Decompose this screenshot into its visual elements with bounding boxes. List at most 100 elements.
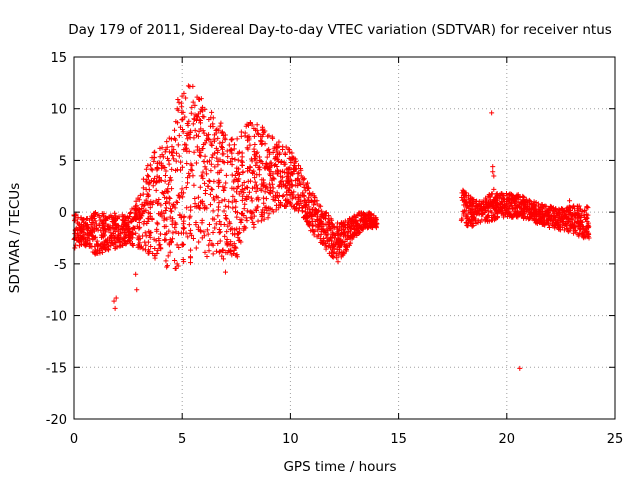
data-point: [461, 202, 467, 208]
data-point: [251, 125, 257, 131]
data-point: [349, 236, 355, 242]
data-point: [79, 221, 85, 227]
data-point: [161, 210, 167, 216]
data-point: [268, 160, 274, 166]
data-point: [315, 232, 321, 238]
data-point: [181, 225, 187, 231]
data-point: [164, 216, 170, 222]
data-point: [259, 177, 265, 183]
data-point: [580, 230, 586, 236]
data-point: [119, 212, 125, 218]
data-point: [195, 147, 201, 153]
data-point: [136, 220, 142, 226]
data-point: [143, 197, 149, 203]
data-point: [93, 249, 99, 255]
data-point: [180, 129, 186, 135]
data-point: [318, 203, 324, 209]
data-point: [567, 228, 573, 234]
data-point: [504, 210, 510, 216]
data-point: [261, 182, 267, 188]
data-point: [172, 225, 178, 231]
data-point: [200, 145, 206, 151]
data-point: [275, 167, 281, 173]
data-point: [575, 207, 581, 213]
data-point: [266, 133, 272, 139]
data-point: [203, 137, 209, 143]
y-axis-label: SDTVAR / TECUs: [7, 183, 23, 293]
data-point: [264, 186, 270, 192]
data-point: [244, 218, 250, 224]
data-point: [101, 211, 107, 217]
data-point: [171, 147, 177, 153]
data-point: [175, 192, 181, 198]
data-point: [467, 208, 473, 214]
data-point: [345, 228, 351, 234]
data-point: [326, 250, 332, 256]
data-point: [220, 139, 226, 145]
data-point: [585, 205, 591, 211]
data-point: [179, 117, 185, 123]
data-point: [216, 227, 222, 233]
data-point: [267, 172, 273, 178]
data-point: [288, 156, 294, 162]
data-point: [83, 221, 89, 227]
data-point: [220, 256, 226, 262]
data-point: [119, 217, 125, 223]
data-point: [162, 237, 168, 243]
data-point: [223, 180, 229, 186]
data-point: [78, 227, 84, 233]
data-point: [279, 178, 285, 184]
data-point: [462, 198, 468, 204]
data-point: [250, 209, 256, 215]
data-point: [274, 190, 280, 196]
data-point: [188, 247, 194, 253]
data-point: [115, 222, 121, 228]
data-point: [178, 159, 184, 165]
data-point: [127, 240, 133, 246]
data-point: [322, 210, 328, 216]
data-point: [365, 213, 371, 219]
data-point: [497, 193, 503, 199]
data-point: [570, 222, 576, 228]
data-point: [484, 204, 490, 210]
data-point: [156, 242, 162, 248]
data-point: [175, 263, 181, 269]
data-point: [283, 203, 289, 209]
data-point: [156, 238, 162, 244]
data-point: [360, 226, 366, 232]
data-point: [147, 234, 153, 240]
data-point: [140, 176, 146, 182]
data-point: [318, 231, 324, 237]
data-point: [273, 207, 279, 213]
data-point: [533, 200, 539, 206]
data-point: [551, 212, 557, 218]
data-point: [215, 162, 221, 168]
data-point: [570, 217, 576, 223]
data-point: [326, 216, 332, 222]
data-point: [558, 206, 564, 212]
data-point: [81, 231, 87, 237]
data-point: [358, 210, 364, 216]
data-point: [178, 167, 184, 173]
data-point: [86, 232, 92, 238]
data-point: [245, 194, 251, 200]
data-point: [138, 244, 144, 250]
data-point: [251, 133, 257, 139]
data-point: [212, 164, 218, 170]
data-point: [208, 186, 214, 192]
data-point: [85, 224, 91, 230]
data-point: [359, 217, 365, 223]
data-point: [225, 154, 231, 160]
data-point: [164, 263, 170, 269]
data-point: [213, 221, 219, 227]
data-point: [189, 232, 195, 238]
data-point: [301, 184, 307, 190]
data-point: [494, 191, 500, 197]
data-point: [166, 161, 172, 167]
data-point: [191, 116, 197, 122]
data-point: [137, 240, 143, 246]
data-point: [105, 246, 111, 252]
data-point: [140, 233, 146, 239]
data-point: [261, 210, 267, 216]
data-point: [163, 147, 169, 153]
